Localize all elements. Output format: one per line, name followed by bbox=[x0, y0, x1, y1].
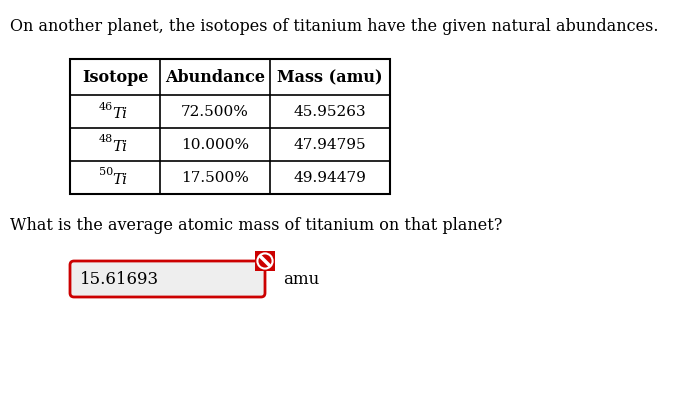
Text: 46: 46 bbox=[99, 101, 113, 111]
Text: 17.500%: 17.500% bbox=[181, 171, 249, 185]
Text: 10.000%: 10.000% bbox=[181, 138, 249, 152]
Text: 48: 48 bbox=[99, 134, 113, 144]
Text: Ti: Ti bbox=[113, 140, 127, 154]
Text: Ti: Ti bbox=[113, 107, 127, 121]
Text: 15.61693: 15.61693 bbox=[80, 271, 159, 288]
Text: amu: amu bbox=[283, 271, 319, 288]
Text: On another planet, the isotopes of titanium have the given natural abundances.: On another planet, the isotopes of titan… bbox=[10, 18, 659, 35]
Text: Ti: Ti bbox=[113, 173, 127, 187]
Text: 47.94795: 47.94795 bbox=[294, 138, 366, 152]
Bar bbox=[255, 252, 275, 271]
Bar bbox=[70, 60, 390, 195]
Text: Mass (amu): Mass (amu) bbox=[277, 70, 383, 86]
Text: 49.94479: 49.94479 bbox=[293, 171, 366, 185]
Text: Isotope: Isotope bbox=[82, 70, 148, 86]
Text: 72.500%: 72.500% bbox=[181, 105, 249, 119]
FancyBboxPatch shape bbox=[70, 261, 265, 297]
Text: 50: 50 bbox=[99, 167, 113, 177]
Text: What is the average atomic mass of titanium on that planet?: What is the average atomic mass of titan… bbox=[10, 216, 503, 234]
Text: Abundance: Abundance bbox=[165, 70, 265, 86]
Text: 45.95263: 45.95263 bbox=[294, 105, 366, 119]
